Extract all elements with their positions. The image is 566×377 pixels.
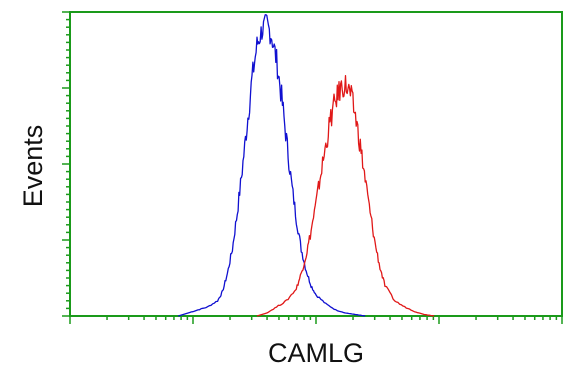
series-1-line [178,14,366,317]
y-axis-label: Events [18,125,48,208]
plot-frame [69,11,563,317]
series-layer [178,14,435,317]
x-axis-ticks [69,316,563,324]
plot-area [62,11,563,324]
y-axis-ticks [62,11,70,317]
x-axis-label: CAMLG [268,338,364,368]
series-2-line [256,74,435,317]
